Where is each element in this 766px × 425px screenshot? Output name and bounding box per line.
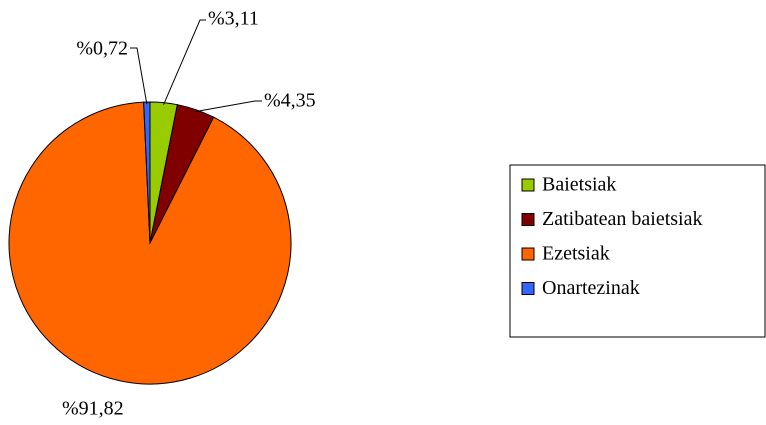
leader-line <box>163 19 206 105</box>
data-label: %4,35 <box>264 90 316 112</box>
leader-line <box>195 100 262 113</box>
legend-swatch <box>521 247 535 261</box>
legend-label: Onartezinak <box>542 277 640 299</box>
data-label: %91,82 <box>62 398 124 420</box>
legend-swatch <box>521 282 535 295</box>
legend-label: Baietsiak <box>542 174 616 196</box>
data-label: %0,72 <box>76 38 128 60</box>
legend-swatch <box>521 213 535 226</box>
leader-line <box>130 47 148 105</box>
legend-swatch <box>521 178 535 192</box>
legend-label: Ezetsiak <box>542 243 610 265</box>
pie-slice <box>8 101 292 385</box>
legend-box <box>509 164 766 338</box>
data-label: %3,11 <box>208 8 259 30</box>
legend-label: Zatibatean baietsiak <box>542 208 702 230</box>
